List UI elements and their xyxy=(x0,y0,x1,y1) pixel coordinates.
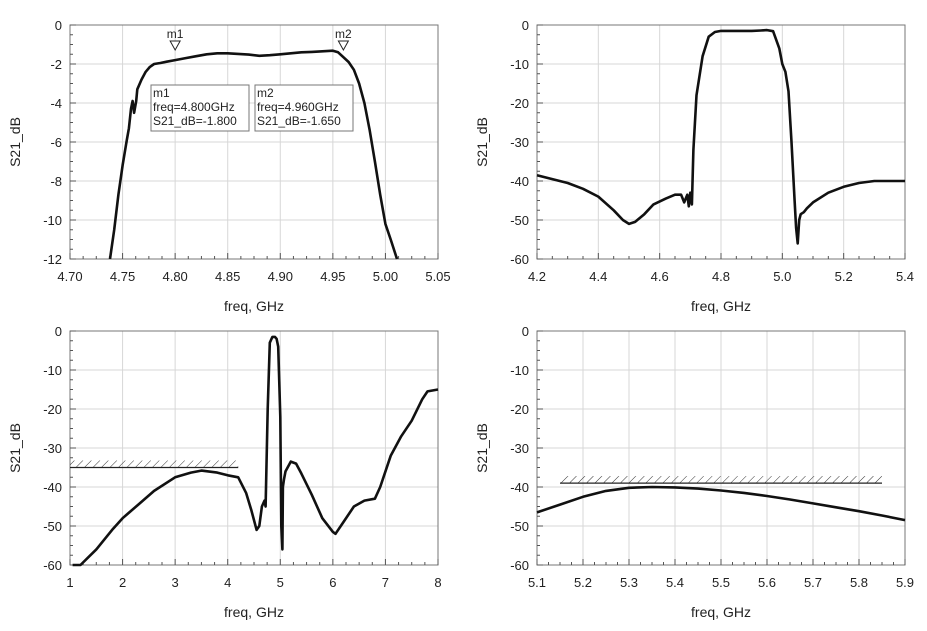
x-tick-label: 2 xyxy=(119,575,126,590)
x-tick-label: 4.95 xyxy=(320,269,345,284)
x-tick-label: 4.85 xyxy=(215,269,240,284)
limit-line-hatch xyxy=(560,476,882,484)
y-axis-label: S21_dB xyxy=(474,423,490,473)
x-tick-label: 7 xyxy=(382,575,389,590)
y-tick-label: -10 xyxy=(510,363,529,378)
x-tick-label: 4.2 xyxy=(528,269,546,284)
x-tick-label: 4.8 xyxy=(712,269,730,284)
chart-panel-4: 5.1 5.2 5.3 5.4 5.5 5.6 5.7 5.8 5.9 0 -10 -20 -30 -40… xyxy=(474,324,914,620)
y-tick-label: -60 xyxy=(510,252,529,267)
x-tick-label: 5.6 xyxy=(758,575,776,590)
x-tick-label: 5.0 xyxy=(773,269,791,284)
x-tick-label: 5.3 xyxy=(620,575,638,590)
series-line-1 xyxy=(108,49,399,260)
chart-panel-2: 4.2 4.4 4.6 4.8 5.0 5.2 5.4 0 -10 -20 -30 -40 -50 -60… xyxy=(474,18,914,314)
y-tick-label: -6 xyxy=(50,135,62,150)
y-tick-label: -12 xyxy=(43,252,62,267)
x-tick-label: 8 xyxy=(434,575,441,590)
marker-readout-text: m1 xyxy=(153,86,170,100)
x-tick-label: 5.2 xyxy=(835,269,853,284)
y-tick-label: -10 xyxy=(43,213,62,228)
x-tick-label: 1 xyxy=(66,575,73,590)
y-tick-label: -50 xyxy=(510,519,529,534)
x-tick-label: 5.4 xyxy=(666,575,684,590)
y-tick-label: -20 xyxy=(510,402,529,417)
y-tick-label: 0 xyxy=(522,324,529,339)
y-axis-label: S21_dB xyxy=(7,117,23,167)
y-tick-label: -40 xyxy=(510,174,529,189)
y-tick-label: -2 xyxy=(50,57,62,72)
y-tick-label: -30 xyxy=(510,441,529,456)
y-tick-label: 0 xyxy=(55,324,62,339)
marker-readout-box xyxy=(150,84,250,132)
y-tick-label: -60 xyxy=(510,558,529,573)
limit-line-hatch xyxy=(70,460,239,468)
x-axis-label: freq, GHz xyxy=(224,298,284,314)
x-tick-label: 5.2 xyxy=(574,575,592,590)
y-tick-label: -10 xyxy=(510,57,529,72)
y-tick-label: 0 xyxy=(55,18,62,33)
x-tick-label: 4 xyxy=(224,575,231,590)
x-tick-label: 4.70 xyxy=(57,269,82,284)
y-tick-label: -50 xyxy=(43,519,62,534)
marker-label-m1: m1 xyxy=(167,27,184,41)
y-tick-label: -40 xyxy=(510,480,529,495)
series-line-1 xyxy=(536,28,905,245)
x-axis-label: freq, GHz xyxy=(691,298,751,314)
marker-readout-text: S21_dB=-1.650 xyxy=(257,114,341,128)
y-tick-label: -20 xyxy=(43,402,62,417)
marker-readout-text: freq=4.960GHz xyxy=(257,100,339,114)
x-tick-label: 5.9 xyxy=(896,575,914,590)
x-tick-label: 5 xyxy=(277,575,284,590)
marker-triangle-m1 xyxy=(169,40,181,52)
y-axis-label: S21_dB xyxy=(474,117,490,167)
y-tick-label: -10 xyxy=(43,363,62,378)
x-tick-label: 6 xyxy=(329,575,336,590)
x-tick-label: 5.05 xyxy=(425,269,450,284)
y-tick-label: -50 xyxy=(510,213,529,228)
y-axis-label: S21_dB xyxy=(7,423,23,473)
y-tick-label: -40 xyxy=(43,480,62,495)
y-tick-label: 0 xyxy=(522,18,529,33)
marker-readout-text: m2 xyxy=(257,86,274,100)
chart-panel-1: 4.70 4.75 4.80 4.85 4.90 4.95 5.00 5.05 0 -2 -4 -6 -… xyxy=(7,18,451,314)
marker-triangle-m2 xyxy=(337,40,350,52)
y-tick-label: -30 xyxy=(510,135,529,150)
x-tick-label: 5.00 xyxy=(373,269,398,284)
y-tick-label: -4 xyxy=(50,96,62,111)
x-tick-label: 4.90 xyxy=(268,269,293,284)
marker-readout-text: S21_dB=-1.800 xyxy=(153,114,237,128)
x-tick-label: 4.80 xyxy=(162,269,187,284)
y-tick-label: -30 xyxy=(43,441,62,456)
x-tick-label: 5.1 xyxy=(528,575,546,590)
x-tick-label: 5.8 xyxy=(850,575,868,590)
marker-readout-text: freq=4.800GHz xyxy=(153,100,235,114)
x-tick-label: 3 xyxy=(172,575,179,590)
x-axis-label: freq, GHz xyxy=(224,604,284,620)
series-line-1 xyxy=(72,335,439,567)
x-tick-label: 5.5 xyxy=(712,575,730,590)
y-tick-label: -60 xyxy=(43,558,62,573)
x-tick-label: 4.4 xyxy=(589,269,607,284)
marker-readout-box xyxy=(254,84,354,132)
y-tick-label: -8 xyxy=(50,174,62,189)
series-line-1 xyxy=(536,485,906,522)
chart-panel-3: 1 2 3 4 5 6 7 8 0 -10 -20 -30 -40 -50 -60 freq, GHz S21_… xyxy=(7,324,442,620)
x-tick-label: 4.75 xyxy=(110,269,135,284)
x-tick-label: 5.7 xyxy=(804,575,822,590)
x-tick-label: 5.4 xyxy=(896,269,914,284)
y-tick-label: -20 xyxy=(510,96,529,111)
x-axis-label: freq, GHz xyxy=(691,604,751,620)
x-tick-label: 4.6 xyxy=(651,269,669,284)
marker-label-m2: m2 xyxy=(335,27,352,41)
